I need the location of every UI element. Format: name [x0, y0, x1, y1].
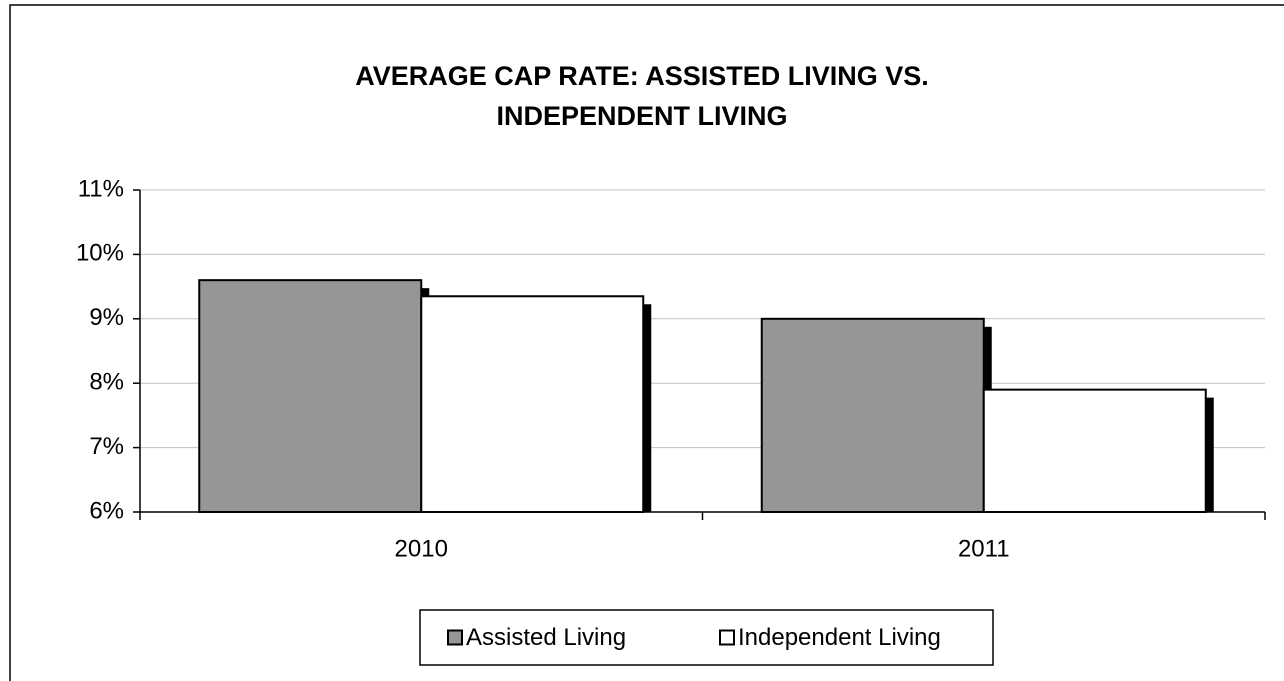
bar [982, 388, 1207, 514]
legend-swatch [447, 629, 463, 646]
title-box: AVERAGE CAP RATE: ASSISTED LIVING VS. IN… [0, 56, 1284, 136]
y-tick-label: 11% [78, 175, 124, 202]
legend-swatch [719, 629, 735, 646]
legend-label: Independent Living [738, 624, 941, 651]
chart-title: AVERAGE CAP RATE: ASSISTED LIVING VS. IN… [355, 61, 929, 131]
y-tick-label: 6% [89, 497, 124, 524]
x-tick-label: 2010 [395, 535, 448, 562]
bar [420, 295, 645, 514]
y-tick-label: 7% [89, 433, 124, 460]
legend-label: Assisted Living [466, 624, 626, 651]
bar [760, 317, 985, 513]
x-tick-label: 2011 [958, 535, 1010, 562]
y-tick-label: 8% [89, 369, 124, 396]
chart-frame [9, 4, 1284, 681]
legend-box [419, 609, 994, 666]
y-tick-label: 10% [76, 240, 124, 267]
bar [198, 279, 423, 513]
y-tick-label: 9% [89, 304, 124, 331]
